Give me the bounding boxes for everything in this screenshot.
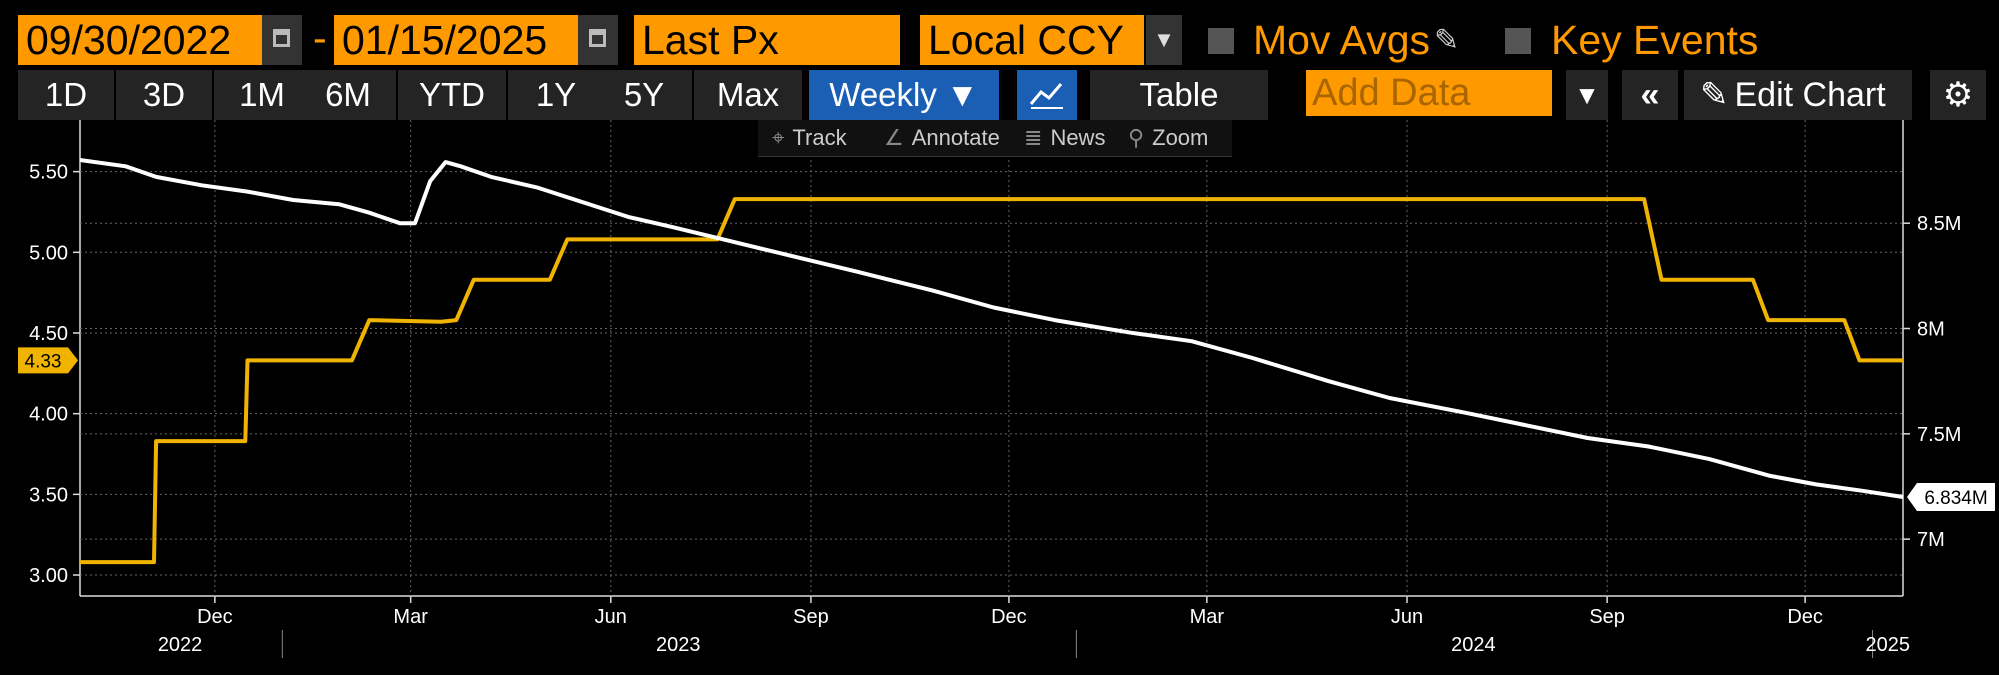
end-calendar-icon[interactable]: [578, 15, 618, 65]
range-1d-button[interactable]: 1D: [18, 70, 114, 120]
x-tick-label: Jun: [595, 606, 627, 628]
x-tick-label: Dec: [197, 606, 233, 628]
right-tick-label: 7M: [1917, 529, 1945, 551]
series-line-right: [79, 158, 1904, 499]
chart-line-icon[interactable]: [1017, 70, 1077, 120]
currency-selector[interactable]: Local CCY: [920, 15, 1144, 65]
zoom-tool[interactable]: ⚲ Zoom: [1128, 120, 1208, 156]
right-tick-label: 8.5M: [1917, 213, 1961, 235]
gear-icon[interactable]: ⚙: [1930, 70, 1986, 120]
crosshair-icon: ⌖: [772, 125, 785, 150]
mov-avgs-checkbox[interactable]: [1208, 28, 1234, 54]
left-tick-label: 4.50: [29, 323, 68, 345]
currency-dropdown-icon[interactable]: ▼: [1146, 15, 1182, 65]
range-5y-button[interactable]: 5Y: [596, 70, 692, 120]
collapse-icon[interactable]: «: [1622, 70, 1678, 120]
mov-avgs-label: Mov Avgs: [1253, 17, 1430, 63]
range-1y-button[interactable]: 1Y: [508, 70, 604, 120]
right-last-value-label: 6.834M: [1924, 488, 1987, 509]
x-tick-label: Mar: [393, 606, 428, 628]
left-tick-label: 3.00: [29, 565, 68, 587]
news-label: News: [1050, 125, 1106, 150]
left-last-value-label: 4.33: [25, 351, 62, 372]
pencil-icon: ✎: [1700, 76, 1729, 114]
x-tick-label: Sep: [1589, 606, 1625, 628]
annotate-icon: ∠: [884, 125, 904, 150]
chart-tool-bar: ⌖ Track ∠ Annotate ≣ News ⚲ Zoom: [758, 120, 1232, 157]
annotate-tool[interactable]: ∠ Annotate: [884, 120, 1000, 156]
x-tick-label: Mar: [1190, 606, 1225, 628]
left-tick-label: 3.50: [29, 484, 68, 506]
year-label: 2022: [158, 634, 203, 656]
edit-chart-label: Edit Chart: [1734, 76, 1886, 114]
x-tick-label: Dec: [1787, 606, 1823, 628]
left-tick-label: 5.00: [29, 242, 68, 264]
filter-icon[interactable]: ▼: [1566, 70, 1608, 120]
year-label: 2024: [1451, 634, 1496, 656]
start-calendar-icon[interactable]: [262, 15, 302, 65]
range-ytd-button[interactable]: YTD: [398, 70, 506, 120]
header-bar: 09/30/2022 - 01/15/2025 Last Px Local CC…: [0, 0, 1999, 72]
mov-avgs-pencil-icon[interactable]: ✎: [1434, 24, 1460, 57]
end-date-field[interactable]: 01/15/2025: [334, 15, 580, 65]
table-button[interactable]: Table: [1090, 70, 1268, 120]
range-3d-button[interactable]: 3D: [116, 70, 212, 120]
date-separator: -: [313, 15, 327, 61]
field-selector[interactable]: Last Px: [634, 15, 900, 65]
edit-chart-button[interactable]: ✎ Edit Chart: [1684, 70, 1912, 120]
year-label: 2025: [1866, 634, 1911, 656]
price-chart[interactable]: 5.50 5.00 4.50 4.00 3.50 3.00 8.5M 8M 7.5M 7M Dec M…: [0, 120, 1999, 670]
range-6m-button[interactable]: 6M: [300, 70, 396, 120]
range-1m-button[interactable]: 1M: [214, 70, 310, 120]
year-label: 2023: [656, 634, 701, 656]
series-line-left: [80, 197, 1903, 565]
annotate-label: Annotate: [911, 125, 1000, 150]
right-tick-label: 8M: [1917, 319, 1945, 341]
x-tick-label: Jun: [1391, 606, 1423, 628]
zoom-label: Zoom: [1152, 125, 1209, 150]
left-last-value-tag: [18, 347, 78, 374]
track-tool[interactable]: ⌖ Track: [772, 120, 847, 156]
news-icon: ≣: [1024, 125, 1043, 150]
add-data-input[interactable]: Add Data: [1306, 70, 1552, 116]
frequency-dropdown[interactable]: Weekly ▼: [809, 70, 999, 120]
x-tick-label: Dec: [991, 606, 1027, 628]
news-tool[interactable]: ≣ News: [1024, 120, 1105, 156]
start-date-field[interactable]: 09/30/2022: [18, 15, 264, 65]
x-tick-label: Sep: [793, 606, 829, 628]
right-tick-label: 7.5M: [1917, 424, 1961, 446]
left-tick-label: 4.00: [29, 404, 68, 426]
range-max-button[interactable]: Max: [694, 70, 802, 120]
right-last-value-tag: [1907, 483, 1995, 512]
left-tick-label: 5.50: [29, 162, 68, 184]
key-events-checkbox[interactable]: [1505, 28, 1531, 54]
chart-area[interactable]: 5.50 5.00 4.50 4.00 3.50 3.00 8.5M 8M 7.5M 7M Dec M…: [0, 120, 1999, 670]
zoom-icon: ⚲: [1128, 125, 1145, 150]
key-events-label: Key Events: [1551, 17, 1759, 63]
track-label: Track: [792, 125, 847, 150]
